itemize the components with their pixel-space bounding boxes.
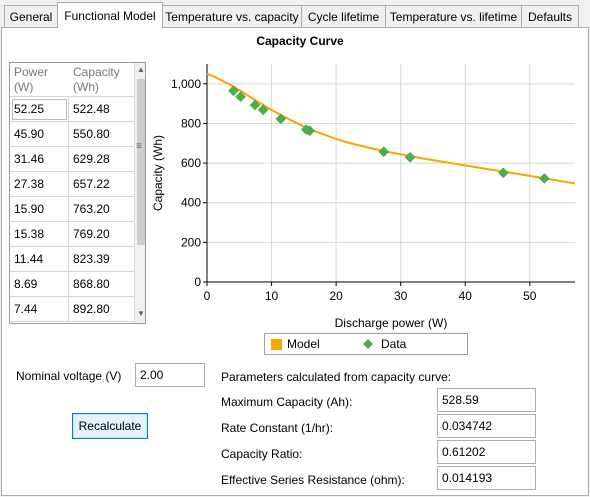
legend-item-model: Model — [271, 337, 320, 351]
table-scrollbar[interactable]: ▲ ≡ ▼ — [134, 63, 145, 323]
data-point — [275, 113, 287, 125]
x-tick-label: 20 — [329, 289, 343, 303]
capacity-cell[interactable]: 769.20 — [73, 227, 110, 241]
x-tick-label: 0 — [204, 289, 211, 303]
power-cell[interactable]: 11.44 — [10, 247, 69, 272]
y-axis-label: Capacity (Wh) — [151, 135, 165, 211]
nominal-voltage-label: Nominal voltage (V) — [16, 369, 122, 383]
table-row[interactable]: 15.90 763.20 — [10, 197, 134, 222]
power-cell[interactable]: 7.44 — [10, 297, 69, 322]
y-tick-label: 800 — [181, 116, 201, 130]
table-row[interactable]: 8.69 868.80 — [10, 272, 134, 297]
power-cell[interactable]: 45.90 — [10, 122, 69, 147]
capacity-cell[interactable]: 522.48 — [73, 102, 110, 116]
capacity-cell[interactable]: 629.28 — [73, 152, 110, 166]
tab-functional-model[interactable]: Functional Model — [57, 2, 163, 28]
data-point — [404, 151, 416, 163]
capacity-chart: 0 200 400 600 800 1,000 0 10 20 30 40 50 Discharge p… — [151, 64, 576, 330]
col-cap-line2: (Wh) — [73, 80, 99, 94]
max-capacity-label: Maximum Capacity (Ah): — [221, 395, 353, 409]
data-point — [300, 124, 312, 135]
tab-temperature-vs-capacity[interactable]: Temperature vs. capacity — [162, 5, 302, 27]
chart-legend: Model Data — [264, 333, 468, 355]
data-diamond-icon — [363, 339, 373, 349]
scroll-up-arrow-icon[interactable]: ▲ — [137, 65, 145, 74]
data-point — [497, 167, 509, 179]
x-tick-label: 50 — [523, 289, 537, 303]
power-cell[interactable]: 15.90 — [10, 197, 69, 222]
power-cell[interactable]: 27.38 — [10, 172, 69, 197]
y-tick-label: 200 — [181, 235, 201, 249]
y-tick-label: 600 — [181, 156, 201, 170]
model-curve — [206, 72, 576, 185]
power-cell[interactable]: 52.25 — [10, 97, 69, 122]
x-tick-label: 30 — [394, 289, 408, 303]
model-swatch-icon — [271, 338, 282, 350]
series-resistance-field[interactable]: 0.014193 — [437, 466, 536, 490]
table-row[interactable]: 7.44 892.80 — [10, 297, 134, 322]
chart-title: Capacity Curve — [256, 34, 344, 48]
y-tick-label: 0 — [194, 275, 201, 289]
rate-constant-label: Rate Constant (1/hr): — [221, 421, 334, 435]
tab-strip: General Functional Model Temperature vs.… — [0, 0, 590, 28]
rate-constant-field[interactable]: 0.034742 — [437, 414, 536, 438]
capacity-cell[interactable]: 763.20 — [73, 202, 110, 216]
capacity-ratio-label: Capacity Ratio: — [221, 447, 303, 461]
y-tick-label: 400 — [181, 196, 201, 210]
x-axis-label: Discharge power (W) — [335, 316, 448, 330]
data-point — [235, 91, 246, 103]
table-row[interactable]: 27.38 657.22 — [10, 172, 134, 197]
legend-data-label: Data — [381, 337, 407, 351]
capacity-cell[interactable]: 868.80 — [73, 277, 110, 291]
recalculate-button[interactable]: Recalculate — [72, 413, 148, 439]
table-row[interactable]: 45.90 550.80 — [10, 122, 134, 147]
capacity-table[interactable]: Power (W) Capacity (Wh) 52.25 522.48 45.90 55… — [9, 62, 146, 324]
capacity-cell[interactable]: 892.80 — [73, 302, 110, 316]
scrollbar-thumb[interactable] — [137, 79, 145, 245]
column-header-capacity[interactable]: Capacity (Wh) — [73, 65, 120, 95]
table-header: Power (W) Capacity (Wh) — [10, 63, 134, 97]
col-power-line1: Power — [14, 65, 49, 79]
col-cap-line1: Capacity — [73, 65, 120, 79]
tab-temperature-vs-lifetime[interactable]: Temperature vs. lifetime — [385, 5, 522, 27]
column-header-power[interactable]: Power (W) — [14, 65, 48, 95]
table-row[interactable]: 11.44 823.39 — [10, 247, 134, 272]
series-resistance-label: Effective Series Resistance (ohm): — [221, 473, 405, 487]
tab-cycle-lifetime[interactable]: Cycle lifetime — [301, 5, 386, 27]
data-point — [538, 173, 550, 184]
power-cell[interactable]: 8.69 — [10, 272, 69, 297]
data-point — [257, 104, 269, 116]
x-tick-label: 10 — [265, 289, 279, 303]
capacity-ratio-field[interactable]: 0.61202 — [437, 440, 536, 464]
tab-general[interactable]: General — [4, 5, 58, 27]
power-cell[interactable]: 31.46 — [10, 147, 69, 172]
scroll-down-arrow-icon[interactable]: ▼ — [137, 309, 145, 318]
table-row[interactable]: 15.38 769.20 — [10, 222, 134, 247]
params-heading: Parameters calculated from capacity curv… — [221, 370, 452, 384]
data-point — [249, 99, 261, 111]
max-capacity-field[interactable]: 528.59 — [437, 388, 536, 412]
legend-item-data: Data — [363, 337, 406, 351]
scrollbar-grip-icon: ≡ — [136, 141, 142, 152]
legend-model-label: Model — [287, 337, 320, 351]
capacity-cell[interactable]: 823.39 — [73, 252, 110, 266]
x-tick-label: 40 — [459, 289, 473, 303]
capacity-cell[interactable]: 550.80 — [73, 127, 110, 141]
y-tick-label: 1,000 — [171, 77, 201, 91]
tab-defaults[interactable]: Defaults — [521, 5, 579, 27]
table-row[interactable]: 31.46 629.28 — [10, 147, 134, 172]
table-row[interactable]: 52.25 522.48 — [10, 97, 134, 122]
capacity-cell[interactable]: 657.22 — [73, 177, 110, 191]
nominal-voltage-input[interactable]: 2.00 — [135, 363, 205, 387]
power-cell[interactable]: 15.38 — [10, 222, 69, 247]
data-point — [378, 146, 390, 158]
data-point — [228, 85, 239, 97]
col-power-line2: (W) — [14, 80, 34, 94]
